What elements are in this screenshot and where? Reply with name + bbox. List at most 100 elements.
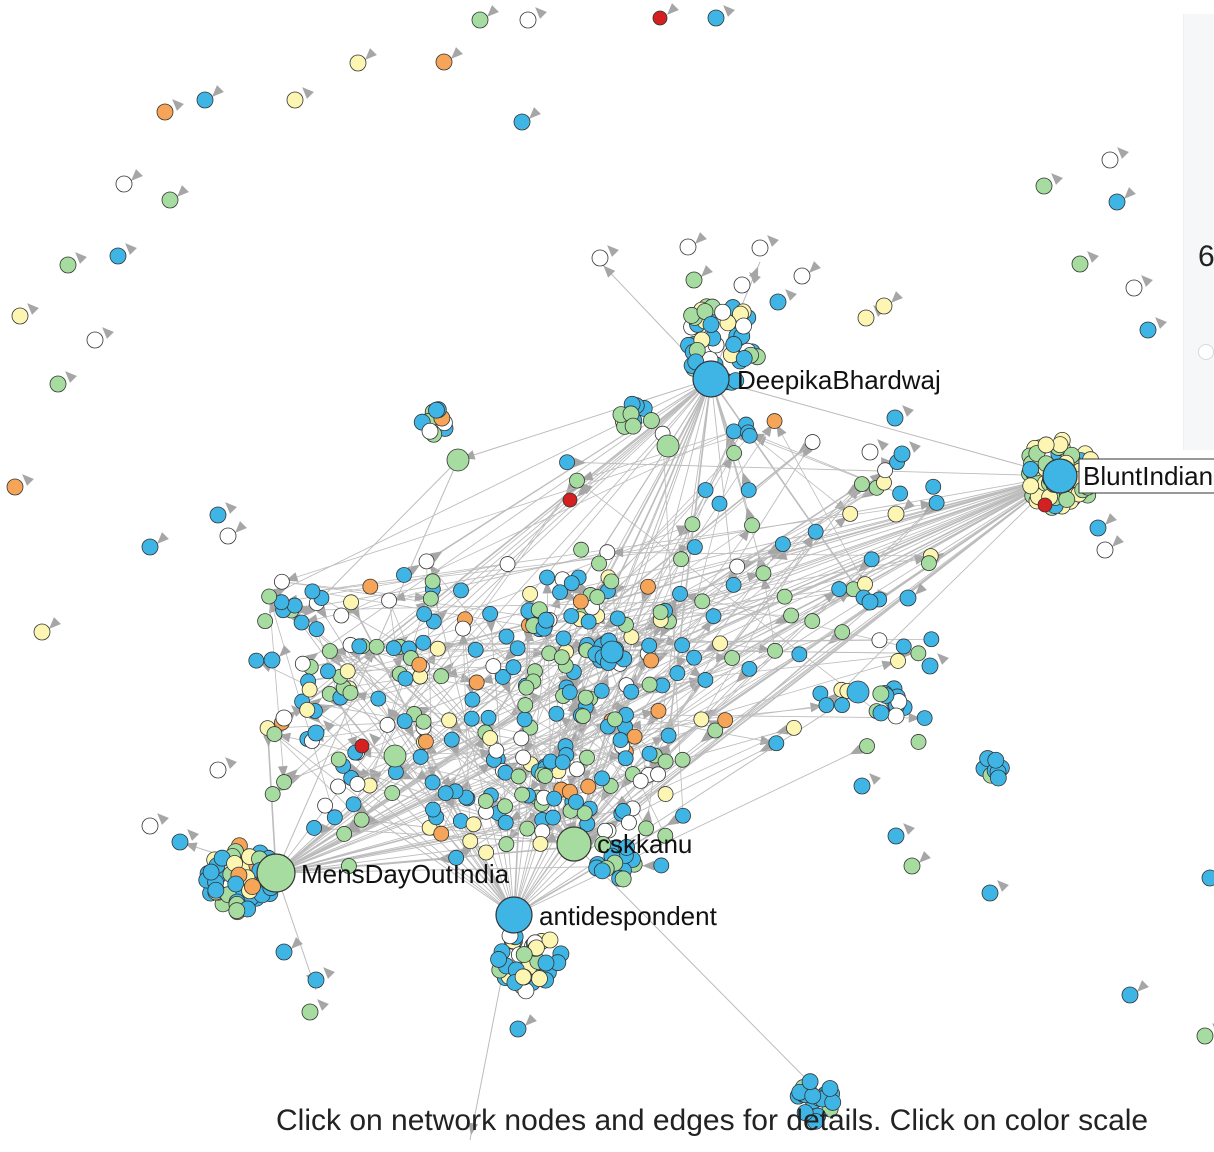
network-edge[interactable]	[275, 684, 663, 874]
network-node[interactable]	[561, 684, 578, 701]
network-node[interactable]	[714, 303, 732, 321]
network-node[interactable]	[624, 417, 642, 435]
network-node[interactable]	[477, 793, 494, 809]
network-node[interactable]	[861, 443, 879, 461]
network-node[interactable]	[1125, 279, 1143, 297]
network-node[interactable]	[643, 652, 660, 669]
network-node[interactable]	[531, 970, 548, 988]
network-edge[interactable]	[596, 378, 712, 598]
network-node[interactable]	[510, 768, 527, 785]
network-node[interactable]	[796, 1104, 814, 1122]
network-node[interactable]	[697, 672, 714, 688]
hub-node-mensdayoutindia[interactable]: MensDayOutIndia	[256, 853, 510, 893]
network-node[interactable]	[660, 727, 677, 744]
network-node[interactable]	[497, 798, 513, 815]
network-edge[interactable]	[573, 558, 872, 845]
network-node[interactable]	[433, 825, 450, 842]
network-node[interactable]	[987, 751, 1005, 769]
network-node[interactable]	[1108, 193, 1126, 211]
network-node[interactable]	[141, 538, 159, 556]
network-edge[interactable]	[769, 475, 1061, 561]
network-node[interactable]	[294, 655, 311, 672]
network-node[interactable]	[1196, 1027, 1214, 1045]
network-node[interactable]	[903, 857, 921, 875]
network-node[interactable]	[156, 103, 174, 121]
network-node[interactable]	[299, 701, 316, 718]
network-node[interactable]	[910, 645, 927, 662]
network-node[interactable]	[733, 276, 751, 294]
network-node[interactable]	[783, 607, 800, 624]
network-node[interactable]	[641, 637, 658, 654]
hub-circle[interactable]	[256, 853, 296, 893]
hub-node-antidespondent[interactable]: antidespondent	[495, 896, 718, 934]
network-node[interactable]	[497, 814, 514, 831]
network-node[interactable]	[552, 584, 568, 601]
network-node[interactable]	[539, 569, 555, 586]
network-node[interactable]	[573, 541, 590, 558]
network-edge[interactable]	[513, 745, 868, 916]
network-node[interactable]	[415, 634, 432, 651]
network-node[interactable]	[641, 676, 658, 693]
network-node[interactable]	[657, 827, 674, 844]
network-node[interactable]	[424, 573, 441, 590]
network-edge[interactable]	[576, 430, 735, 482]
network-node[interactable]	[345, 796, 362, 813]
network-node[interactable]	[562, 492, 578, 508]
network-node[interactable]	[6, 478, 24, 496]
network-edge[interactable]	[649, 531, 816, 754]
network-node[interactable]	[657, 786, 674, 802]
network-edge[interactable]	[774, 420, 866, 585]
network-node[interactable]	[705, 608, 722, 625]
network-edge[interactable]	[275, 766, 545, 874]
network-edge[interactable]	[413, 475, 1061, 715]
network-node[interactable]	[776, 588, 793, 605]
network-node[interactable]	[580, 778, 597, 795]
network-edge[interactable]	[306, 709, 515, 916]
network-edge[interactable]	[589, 475, 1061, 700]
network-node[interactable]	[612, 732, 629, 748]
network-node[interactable]	[702, 316, 720, 333]
network-node[interactable]	[594, 835, 612, 853]
network-node[interactable]	[482, 605, 499, 622]
hub-circle[interactable]	[556, 826, 592, 862]
network-node[interactable]	[415, 713, 432, 730]
network-edge[interactable]	[395, 475, 1061, 773]
network-edge[interactable]	[676, 452, 735, 674]
network-node[interactable]	[516, 711, 533, 728]
network-node[interactable]	[349, 54, 367, 72]
network-node[interactable]	[448, 849, 465, 866]
network-node[interactable]	[863, 551, 880, 568]
network-node[interactable]	[548, 705, 565, 722]
network-node[interactable]	[349, 776, 366, 792]
network-node[interactable]	[707, 722, 724, 739]
network-node[interactable]	[804, 434, 821, 450]
hub-node-deepikabhardwaj[interactable]: DeepikaBhardwaj	[692, 360, 941, 398]
network-node[interactable]	[872, 685, 890, 703]
network-node[interactable]	[724, 650, 741, 666]
network-edge[interactable]	[546, 577, 551, 762]
network-node[interactable]	[672, 585, 688, 602]
network-edge[interactable]	[597, 475, 1061, 598]
network-node[interactable]	[428, 401, 445, 419]
network-edge[interactable]	[701, 531, 817, 720]
network-edge[interactable]	[283, 475, 1061, 783]
network-node[interactable]	[485, 658, 502, 675]
network-edge[interactable]	[710, 378, 735, 585]
network-node[interactable]	[354, 738, 370, 754]
network-node[interactable]	[515, 749, 532, 766]
network-node[interactable]	[657, 753, 674, 770]
network-node[interactable]	[735, 350, 753, 367]
network-node[interactable]	[418, 553, 435, 570]
network-node[interactable]	[559, 454, 575, 471]
network-node[interactable]	[433, 668, 450, 685]
network-node[interactable]	[741, 427, 758, 444]
network-node[interactable]	[572, 593, 589, 610]
network-node[interactable]	[455, 620, 471, 637]
network-node[interactable]	[640, 578, 656, 595]
network-edge[interactable]	[710, 378, 1061, 477]
network-node[interactable]	[545, 809, 561, 826]
network-edge[interactable]	[660, 611, 792, 616]
network-node[interactable]	[417, 733, 434, 750]
network-edge[interactable]	[302, 378, 712, 665]
network-node[interactable]	[589, 589, 606, 605]
